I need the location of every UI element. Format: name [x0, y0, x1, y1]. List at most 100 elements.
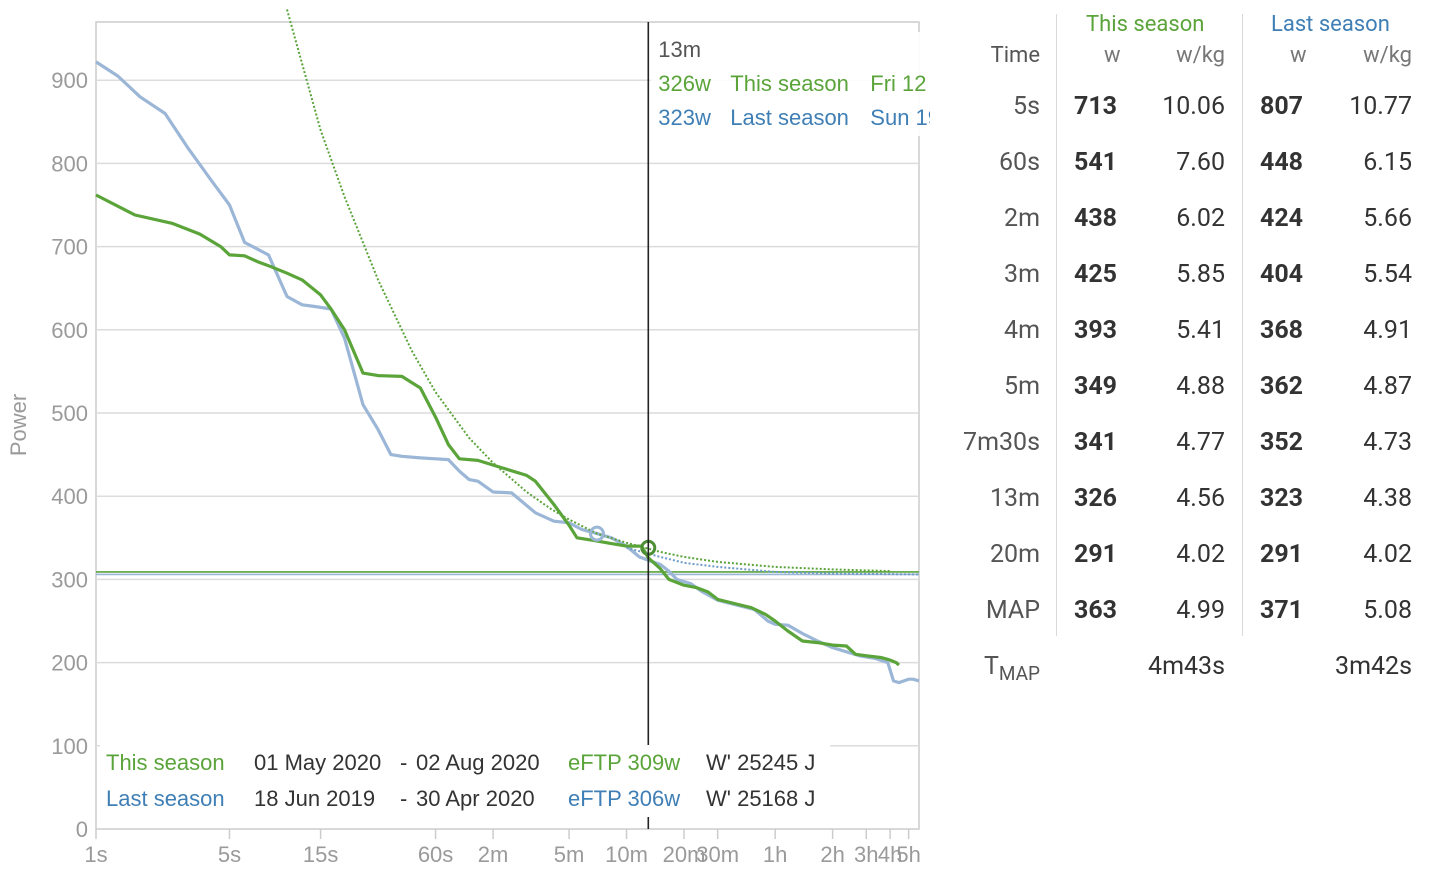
- this-season-watts: 341: [1074, 428, 1118, 457]
- x-tick-label: 5m: [554, 842, 585, 867]
- x-tick-label: 20m: [663, 842, 706, 867]
- last-season-wkg: 4.38: [1363, 484, 1412, 513]
- stat-label: 5s: [1013, 92, 1040, 121]
- this-season-header: This season: [1086, 12, 1205, 37]
- wkg-header-this: w/kg: [1176, 43, 1225, 68]
- x-tick-label: 1s: [84, 842, 107, 867]
- stat-label: 13m: [989, 484, 1040, 513]
- legend-eftp: eFTP 306w: [568, 786, 680, 811]
- this-season-wkg: 10.06: [1162, 92, 1225, 121]
- last-season-watts: 362: [1260, 372, 1304, 401]
- column-separator: [1242, 14, 1243, 636]
- last-season-wkg: 6.15: [1363, 148, 1412, 177]
- season-legend: This season 01 May 2020-02 Aug 2020 eFTP 3…: [100, 745, 830, 817]
- stat-row: 3m 425 5.85 404 5.54: [940, 260, 1430, 316]
- legend-season: Last season: [106, 786, 225, 811]
- x-tick-label: 10m: [605, 842, 648, 867]
- time-header: Time: [990, 43, 1040, 68]
- stat-row: 7m30s 341 4.77 352 4.73: [940, 428, 1430, 484]
- grid-lines: [95, 21, 920, 830]
- model-curve: [286, 9, 891, 573]
- last-season-wkg: 4.73: [1363, 428, 1412, 457]
- legend-from: 18 Jun 2019: [254, 786, 375, 811]
- legend-eftp: eFTP 309w: [568, 750, 680, 775]
- marker-circle: [588, 525, 605, 542]
- w-header-last: w: [1290, 43, 1307, 68]
- stat-label: 5m: [1004, 372, 1040, 401]
- plot-frame: [95, 21, 920, 830]
- y-tick-label: 100: [51, 734, 88, 759]
- stat-row: 2m 438 6.02 424 5.66: [940, 204, 1430, 260]
- stat-label: 4m: [1004, 316, 1040, 345]
- y-tick-label: 400: [51, 484, 88, 509]
- this-season-watts: 713: [1074, 92, 1118, 121]
- x-tick-label: 5s: [218, 842, 241, 867]
- x-tick-label: 1h: [763, 842, 787, 867]
- last-season-watts: 404: [1260, 260, 1304, 289]
- legend-season: This season: [106, 750, 225, 775]
- this-season-wkg: 5.85: [1176, 260, 1225, 289]
- last-season-watts: 352: [1260, 428, 1304, 457]
- this-season-wkg: 4.56: [1176, 484, 1225, 513]
- legend-from: 01 May 2020: [254, 750, 381, 775]
- this-season-wkg: 4.77: [1176, 428, 1225, 457]
- y-tick-label: 200: [51, 651, 88, 676]
- x-tick-label: 4h: [878, 842, 902, 867]
- this-season-wkg: 6.02: [1176, 204, 1225, 233]
- last-season-watts: 371: [1260, 596, 1304, 625]
- this-season-wkg: 4.02: [1176, 540, 1225, 569]
- stat-row: 13m 326 4.56 323 4.38: [940, 484, 1430, 540]
- this-season-watts: 326: [1074, 484, 1118, 513]
- x-tick-label: 2h: [820, 842, 844, 867]
- tmap-label: TMAP: [983, 652, 1040, 685]
- last-season-watts: 448: [1260, 148, 1304, 177]
- last-season-watts: 368: [1260, 316, 1304, 345]
- last-season-wkg: 4.87: [1363, 372, 1412, 401]
- legend-wprime: W' 25245 J: [706, 750, 815, 775]
- stat-label: 60s: [998, 148, 1040, 177]
- stat-row: MAP 363 4.99 371 5.08: [940, 596, 1430, 652]
- legend-dash: -: [400, 750, 407, 775]
- x-tick-label: 30m: [696, 842, 739, 867]
- tooltip-watts: 323w: [658, 105, 711, 130]
- power-curve-chart[interactable]: 0 100 200 300 400 500 600 700 800 900 1s 5s 15s 60s 2…: [0, 0, 930, 888]
- this-season-watts: 425: [1074, 260, 1118, 289]
- x-tick-label: 15s: [303, 842, 338, 867]
- x-tick-label: 60s: [418, 842, 453, 867]
- last-season-header: Last season: [1271, 12, 1390, 37]
- x-tick-label: 5h: [896, 842, 920, 867]
- power-curve: [95, 193, 900, 667]
- this-season-watts: 393: [1074, 316, 1118, 345]
- this-season-watts: 291: [1074, 540, 1118, 569]
- y-tick-label: 600: [51, 318, 88, 343]
- y-tick-label: 700: [51, 235, 88, 260]
- x-tick-label: 3h: [854, 842, 878, 867]
- last-season-watts: 424: [1260, 204, 1304, 233]
- y-tick-label: 300: [51, 567, 88, 592]
- last-season-wkg: 5.08: [1363, 596, 1412, 625]
- legend-wprime: W' 25168 J: [706, 786, 815, 811]
- legend-dash: -: [400, 786, 407, 811]
- stat-label: 7m30s: [963, 428, 1040, 457]
- this-season-watts: 363: [1074, 596, 1118, 625]
- tooltip-time: 13m: [658, 37, 701, 62]
- last-season-watts: 323: [1260, 484, 1304, 513]
- this-season-watts: 438: [1074, 204, 1118, 233]
- this-season-wkg: 4.88: [1176, 372, 1225, 401]
- tmap-this-season: 4m43s: [1148, 652, 1225, 681]
- model-curve: [626, 546, 920, 576]
- stat-label: 3m: [1004, 260, 1040, 289]
- stat-label: 20m: [989, 540, 1040, 569]
- last-season-wkg: 5.66: [1363, 204, 1412, 233]
- stat-row: 5m 349 4.88 362 4.87: [940, 372, 1430, 428]
- tmap-last-season: 3m42s: [1335, 652, 1412, 681]
- last-season-watts: 807: [1260, 92, 1304, 121]
- wkg-header-last: w/kg: [1363, 43, 1412, 68]
- y-tick-label: 500: [51, 401, 88, 426]
- last-season-wkg: 4.02: [1363, 540, 1412, 569]
- stat-row: 60s 541 7.60 448 6.15: [940, 148, 1430, 204]
- w-header-this: w: [1104, 43, 1121, 68]
- stat-row: 5s 713 10.06 807 10.77: [940, 92, 1430, 148]
